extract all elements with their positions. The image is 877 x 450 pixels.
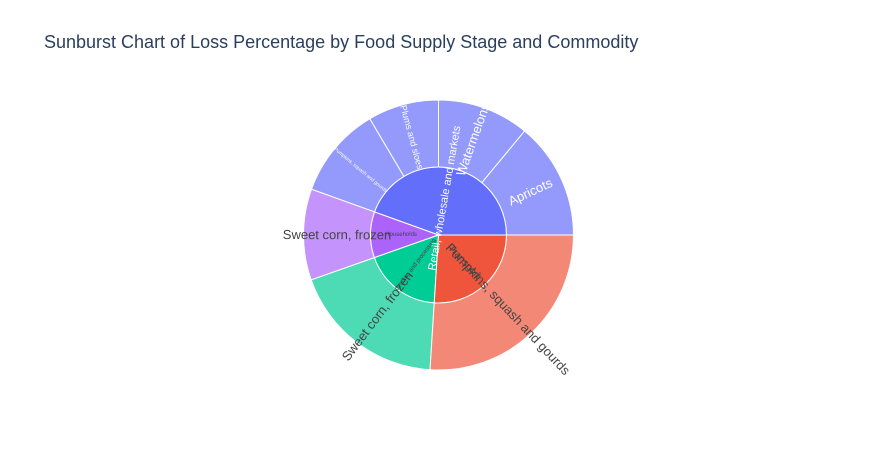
sector-transport-pumpkins-squash-and-gourds[interactable]: [429, 234, 575, 371]
sector-label-sweet-corn-frozen: Sweet corn, frozen: [283, 227, 391, 242]
outer-ring: [303, 99, 575, 371]
chart-title: Sunburst Chart of Loss Percentage by Foo…: [44, 32, 639, 52]
sector-grading-and-processing-sweet-corn-frozen[interactable]: [310, 256, 435, 371]
inner-ring: [370, 166, 508, 304]
sector-label-households: Households: [385, 232, 417, 238]
